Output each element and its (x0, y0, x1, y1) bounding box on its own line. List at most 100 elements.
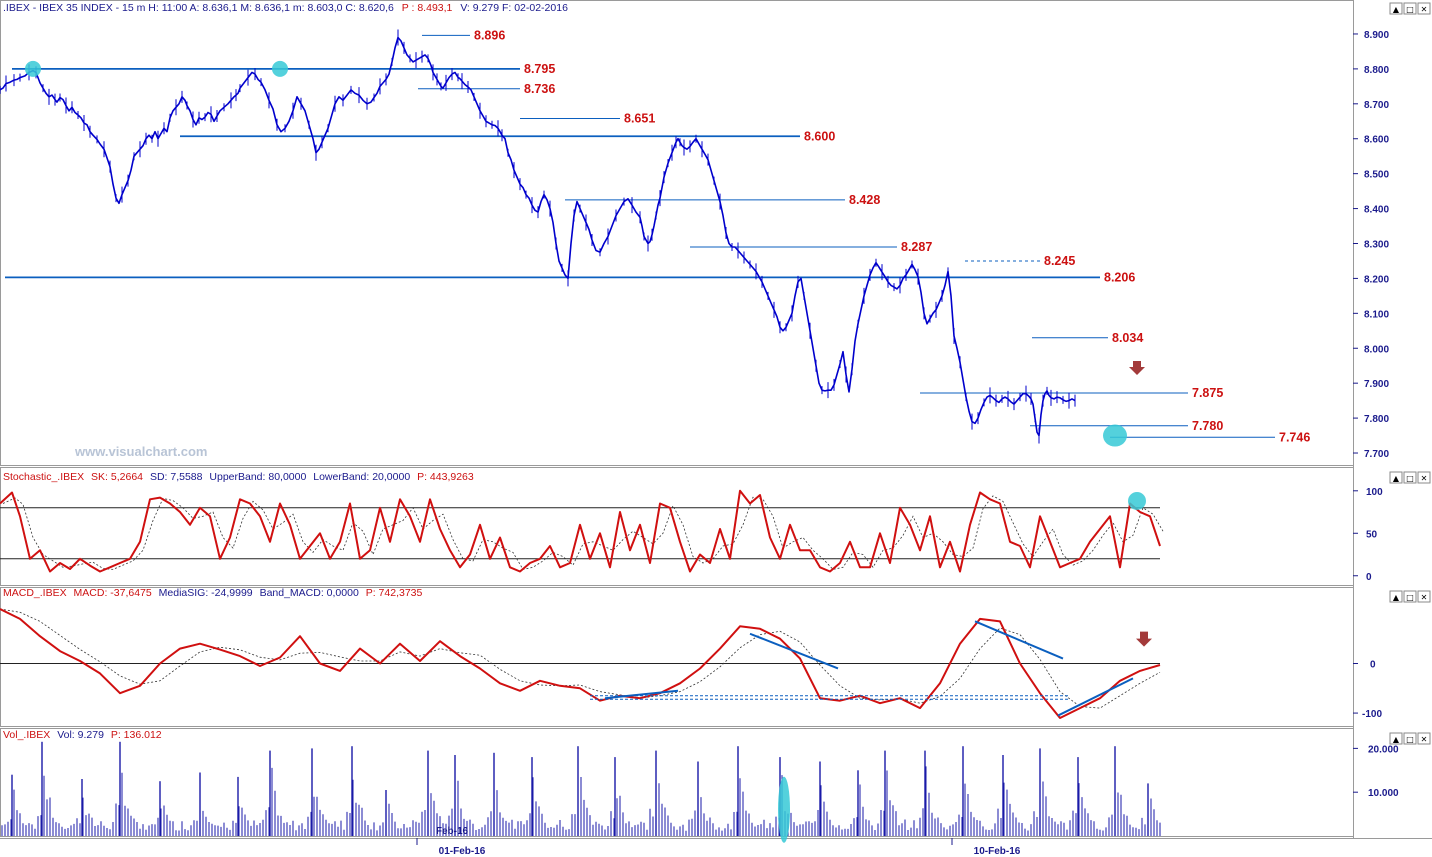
price-tick-label: 8.200 (1364, 274, 1389, 285)
price-tick-label: 8.900 (1364, 30, 1389, 41)
time-label: 10-Feb-16 (974, 846, 1021, 857)
macd-p: P: 742,3735 (366, 587, 423, 599)
highlight-marker (1103, 424, 1127, 447)
price-level-label: 8.287 (901, 240, 932, 254)
macd-tick-label: 0 (1370, 659, 1376, 670)
price-level-label: 8.795 (524, 62, 555, 76)
price-level-label: 8.034 (1112, 331, 1143, 345)
highlight-marker (1128, 491, 1146, 510)
vol-p: P: 136.012 (111, 729, 162, 741)
macd-axis: 0 -100 (1353, 659, 1382, 720)
down-arrow-marker (1136, 631, 1152, 647)
price-level-label: 8.428 (849, 193, 880, 207)
macd-series (0, 608, 1161, 719)
stoch-sk: SK: 5,2664 (91, 471, 143, 483)
window-button-glyph: ▲ (1393, 593, 1400, 602)
window-button (1417, 2, 1431, 15)
macd-value: MACD: -37,6475 (74, 587, 152, 599)
time-axis: 01-Feb-16 10-Feb-16 Feb-16 (416, 826, 1021, 857)
highlight-marker (25, 60, 41, 77)
volume-legend: Vol_.IBEX Vol: 9.279 P: 136.012 (3, 729, 162, 741)
macd-signal: MediaSIG: -24,9999 (159, 587, 253, 599)
macd-panel-frame (0, 587, 1354, 727)
panel-window-buttons: ▲ □ ✕ ▲ □ ✕ ▲ □ ✕ ▲ □ ✕ (1389, 2, 1431, 745)
window-button (1403, 471, 1417, 484)
vol-name: Vol_.IBEX (3, 729, 50, 741)
price-header: .IBEX - IBEX 35 INDEX - 15 m H: 11:00 A:… (3, 2, 568, 14)
window-button (1417, 732, 1431, 745)
price-tick-label: 8.000 (1364, 344, 1389, 355)
window-button-glyph: □ (1406, 5, 1414, 14)
stoch-sk-line (0, 489, 1161, 573)
price-tick-label: 8.800 (1364, 65, 1389, 76)
panel-frames (0, 0, 1432, 839)
header-main: .IBEX - IBEX 35 INDEX - 15 m H: 11:00 A:… (3, 2, 394, 14)
macd-line (0, 608, 1161, 719)
price-axis: 8.900 8.800 8.700 8.600 8.500 8.400 8.300 8.200… (1353, 30, 1389, 460)
stochastic-panel-frame (0, 467, 1354, 586)
stochastic-axis: 100 50 0 (1353, 487, 1383, 583)
stoch-tick-label: 50 (1366, 529, 1378, 540)
volume-series (1, 741, 1161, 843)
stoch-tick-label: 0 (1366, 572, 1372, 583)
stoch-lower: LowerBand: 20,0000 (313, 471, 410, 483)
stoch-tick-label: 100 (1366, 487, 1383, 498)
price-panel-frame (0, 0, 1354, 466)
price-level-label: 8.245 (1044, 254, 1075, 268)
price-series (0, 29, 1145, 447)
window-button (1389, 590, 1403, 603)
window-button-glyph: ▲ (1393, 5, 1400, 14)
window-button-glyph: ✕ (1421, 593, 1428, 602)
macd-trend-line (604, 689, 679, 700)
vol-value: Vol: 9.279 (57, 729, 104, 741)
macd-trend-line (1057, 677, 1134, 717)
window-button (1403, 590, 1417, 603)
window-button-glyph: □ (1406, 593, 1414, 602)
highlight-marker (272, 60, 288, 77)
volume-axis: 20.000 10.000 (1353, 744, 1399, 799)
window-button-glyph: ▲ (1393, 735, 1400, 744)
price-tick-label: 8.600 (1364, 135, 1389, 146)
stoch-upper: UpperBand: 80,0000 (209, 471, 306, 483)
macd-trend-line (974, 620, 1064, 660)
macd-signal-line (0, 608, 1161, 709)
price-tick-label: 7.700 (1364, 449, 1389, 460)
time-label: 01-Feb-16 (439, 846, 486, 857)
window-button (1417, 590, 1431, 603)
vol-tick-label: 20.000 (1368, 744, 1399, 755)
price-level-label: 8.206 (1104, 270, 1135, 284)
header-tail: V: 9.279 F: 02-02-2016 (460, 2, 568, 14)
price-level-label: 8.651 (624, 111, 655, 125)
price-tick-label: 8.700 (1364, 100, 1389, 111)
header-percent: P : 8.493,1 (402, 2, 453, 14)
price-level-label: 7.780 (1192, 419, 1223, 433)
price-line (0, 36, 1076, 437)
window-button (1389, 471, 1403, 484)
price-level-label: 8.736 (524, 82, 555, 96)
macd-trend-line (749, 632, 839, 670)
window-button-glyph: ✕ (1421, 735, 1428, 744)
price-levels: 8.896 8.795 8.736 8.651 8.600 8.428 8.287 8.206… (5, 28, 1310, 444)
price-tick-label: 8.500 (1364, 170, 1389, 181)
window-button (1417, 471, 1431, 484)
overlay-time-label: Feb-16 (436, 826, 469, 837)
window-button-glyph: ✕ (1421, 5, 1428, 14)
window-button (1389, 732, 1403, 745)
price-tick-label: 8.300 (1364, 239, 1389, 250)
vol-tick-label: 10.000 (1368, 788, 1399, 799)
price-level-label: 7.746 (1279, 430, 1310, 444)
window-button-glyph: ▲ (1393, 474, 1400, 483)
window-button (1389, 2, 1403, 15)
window-button-glyph: □ (1406, 474, 1414, 483)
stochastic-legend: Stochastic_.IBEX SK: 5,2664 SD: 7,5588 U… (3, 471, 474, 483)
price-tick-label: 8.400 (1364, 205, 1389, 216)
price-tick-label: 8.100 (1364, 309, 1389, 320)
highlight-marker (778, 776, 790, 843)
window-button-glyph: □ (1406, 735, 1414, 744)
stoch-name: Stochastic_.IBEX (3, 471, 84, 483)
macd-legend: MACD_.IBEX MACD: -37,6475 MediaSIG: -24,… (3, 587, 423, 599)
window-button-glyph: ✕ (1421, 474, 1428, 483)
stochastic-series (0, 489, 1164, 573)
watermark: www.visualchart.com (74, 444, 207, 459)
